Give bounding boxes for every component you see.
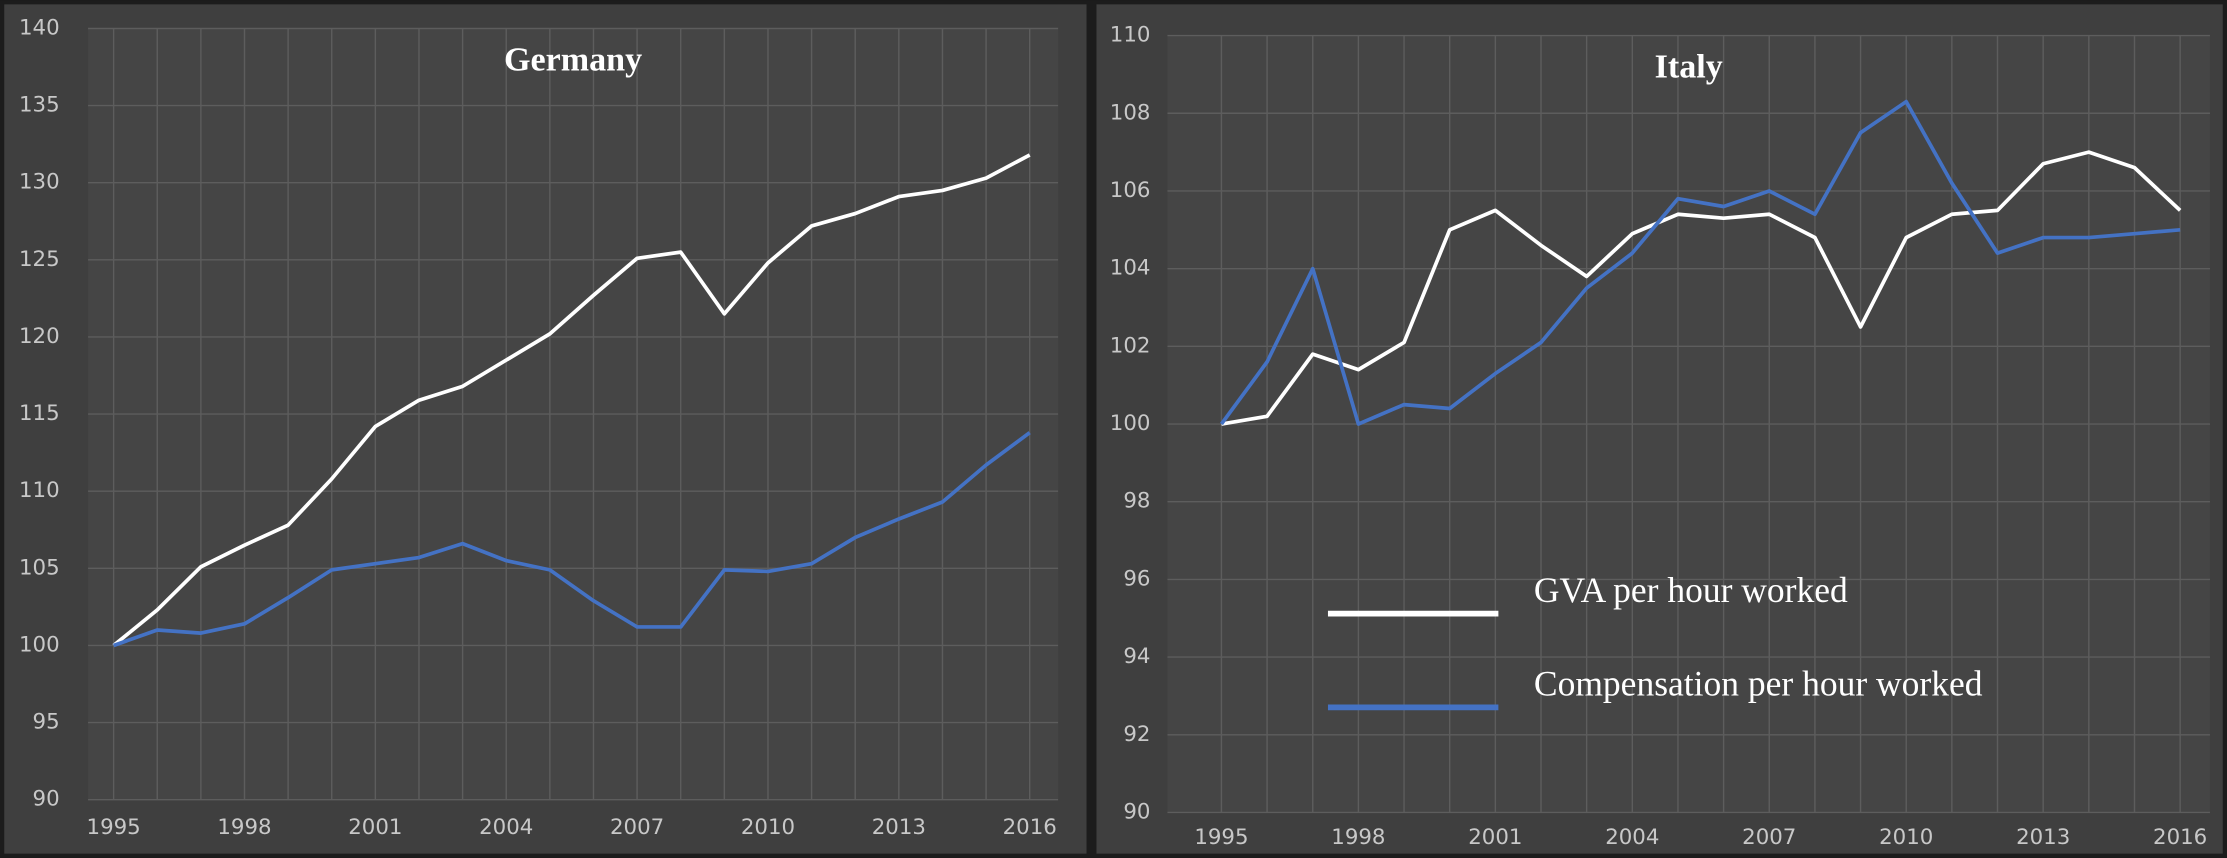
y-tick-label: 102: [1110, 333, 1151, 358]
y-tick-label: 95: [33, 710, 60, 735]
y-tick-label: 100: [1110, 411, 1151, 436]
chart-title: Germany: [504, 41, 642, 78]
legend-label: Compensation per hour worked: [1534, 664, 1983, 704]
series-line: [1219, 99, 2181, 426]
x-tick-label: 1995: [87, 815, 141, 840]
x-tick-label: 1998: [217, 815, 271, 840]
y-tick-label: 92: [1123, 722, 1150, 747]
x-tick-label: 2004: [479, 815, 533, 840]
y-tick-label: 130: [19, 170, 60, 195]
x-tick-label: 2007: [1742, 825, 1796, 850]
series-line: [1221, 150, 2182, 426]
y-tick-label: 108: [1110, 100, 1151, 125]
series-line: [113, 431, 1031, 648]
x-tick-label: 2010: [741, 815, 795, 840]
x-tick-label: 2010: [1879, 825, 1933, 850]
x-tick-label: 2013: [2016, 825, 2070, 850]
y-tick-label: 110: [1110, 23, 1151, 48]
y-tick-label: 100: [19, 632, 60, 657]
y-tick-label: 115: [19, 401, 60, 426]
x-tick-label: 2001: [1468, 825, 1522, 850]
x-tick-label: 2016: [2153, 825, 2207, 850]
x-tick-label: 1995: [1194, 825, 1248, 850]
y-tick-label: 90: [1123, 799, 1150, 824]
y-tick-label: 140: [19, 15, 60, 40]
y-tick-label: 110: [19, 478, 60, 503]
y-tick-label: 125: [19, 247, 60, 272]
x-tick-label: 2007: [610, 815, 664, 840]
y-tick-label: 106: [1110, 178, 1151, 203]
y-tick-label: 98: [1123, 489, 1150, 514]
y-tick-label: 105: [19, 555, 60, 580]
y-tick-label: 96: [1123, 566, 1150, 591]
y-tick-label: 104: [1110, 256, 1151, 281]
y-tick-label: 94: [1123, 644, 1150, 669]
series-line: [112, 153, 1031, 647]
y-tick-label: 135: [19, 93, 60, 118]
x-tick-label: 2016: [1003, 815, 1057, 840]
chart-title: Italy: [1655, 48, 1723, 85]
y-tick-label: 120: [19, 324, 60, 349]
x-tick-label: 1998: [1331, 825, 1385, 850]
x-tick-label: 2013: [872, 815, 926, 840]
y-tick-label: 90: [33, 787, 60, 812]
x-tick-label: 2004: [1605, 825, 1659, 850]
legend-label: GVA per hour worked: [1534, 570, 1848, 610]
x-tick-label: 2001: [348, 815, 402, 840]
